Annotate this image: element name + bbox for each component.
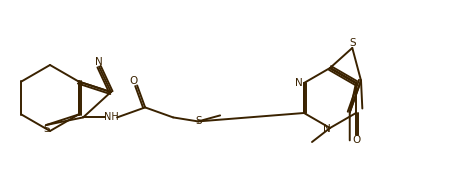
Text: O: O bbox=[129, 76, 137, 86]
Text: S: S bbox=[349, 38, 356, 48]
Text: O: O bbox=[353, 135, 361, 145]
Text: S: S bbox=[196, 116, 202, 126]
Text: NH: NH bbox=[104, 112, 118, 122]
Text: N: N bbox=[323, 124, 331, 134]
Text: S: S bbox=[43, 124, 50, 134]
Text: N: N bbox=[295, 78, 303, 88]
Text: N: N bbox=[95, 57, 103, 67]
